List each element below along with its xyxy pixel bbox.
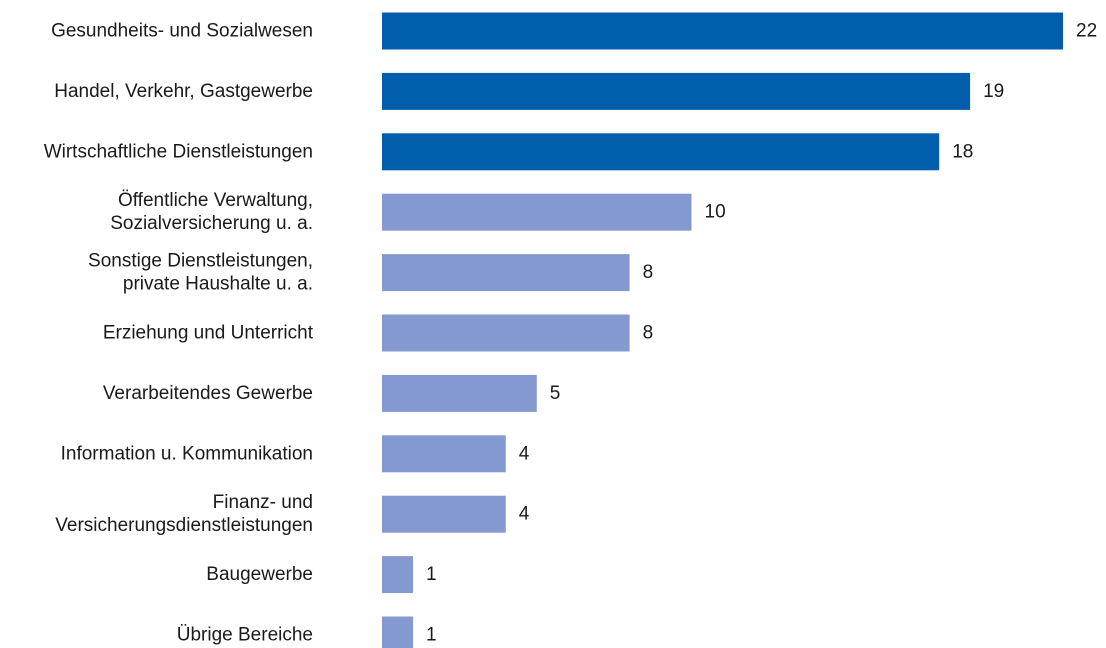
category-label: Finanz- und Versicherungsdienstleistungen — [55, 492, 313, 536]
data-label: 4 — [519, 504, 530, 525]
category-label: Erziehung und Unterricht — [103, 323, 314, 344]
category-label: Handel, Verkehr, Gastgewerbe — [54, 81, 313, 102]
bar — [382, 72, 971, 110]
category-label: Gesundheits- und Sozialwesen — [51, 21, 313, 42]
bar — [382, 133, 940, 171]
data-label: 1 — [426, 564, 437, 585]
data-label: 8 — [643, 323, 654, 344]
category-label: Sonstige Dienstleistungen, private Hausha… — [88, 251, 313, 295]
data-label: 10 — [705, 202, 726, 223]
bar — [382, 254, 630, 292]
bar — [382, 12, 1063, 50]
data-label: 1 — [426, 625, 437, 646]
data-label: 8 — [643, 262, 654, 283]
data-label: 19 — [983, 81, 1004, 102]
bar — [382, 193, 692, 231]
category-label: Verarbeitendes Gewerbe — [103, 383, 313, 404]
data-label: 5 — [550, 383, 561, 404]
category-label: Baugewerbe — [206, 564, 313, 585]
category-label: Öffentliche Verwaltung, Sozialversicherun… — [110, 190, 313, 234]
category-label: Wirtschaftliche Dienstleistungen — [44, 141, 313, 162]
data-label: 4 — [519, 443, 530, 464]
bar — [382, 314, 630, 352]
bar — [382, 556, 413, 594]
bar — [382, 374, 537, 412]
bar — [382, 495, 506, 533]
category-label: Information u. Kommunikation — [61, 443, 313, 464]
bar — [382, 616, 413, 648]
category-label: Übrige Bereiche — [177, 625, 313, 646]
data-label: 18 — [952, 141, 973, 162]
data-label: 22 — [1076, 21, 1097, 42]
bar — [382, 435, 506, 473]
